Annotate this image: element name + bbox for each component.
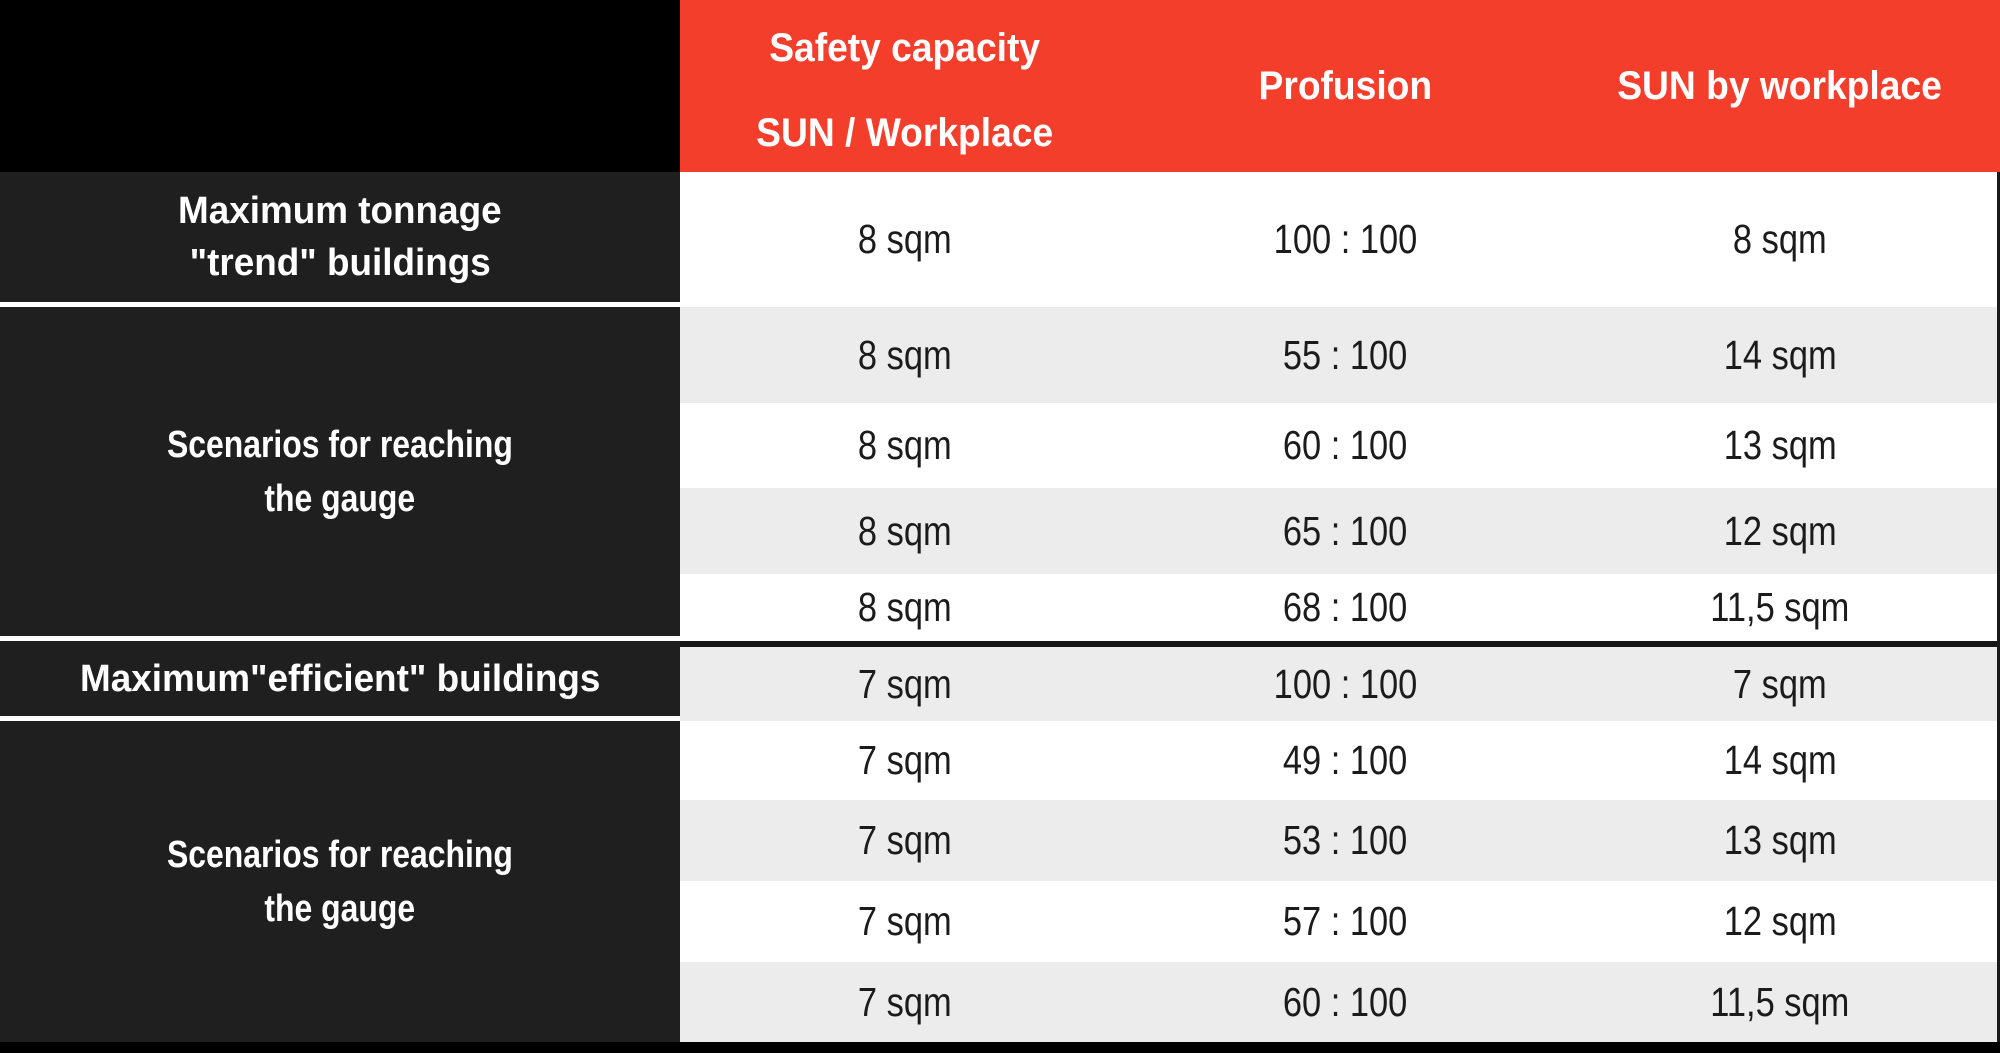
label-trend-scenarios-line2: the gauge bbox=[264, 477, 416, 520]
sun-by-workplace-value: 14 sqm bbox=[1723, 331, 1837, 378]
label-trend-max-line1: Maximum tonnage bbox=[178, 190, 502, 232]
row-group-label-trend-scenarios: Scenarios for reaching the gauge bbox=[0, 307, 680, 641]
profusion-value: 57 : 100 bbox=[1282, 898, 1408, 944]
sun-per-workplace-value: 7 sqm bbox=[858, 817, 952, 863]
sun-per-workplace-value: 7 sqm bbox=[858, 737, 952, 783]
table-header-row: Safety capacity SUN / Workplace Profusio… bbox=[680, 0, 2000, 172]
cell-sun-per-workplace: 7 sqm bbox=[680, 881, 1130, 962]
table-bottom-edge bbox=[0, 1042, 2000, 1053]
cell-sun-by-workplace: 11,5 sqm bbox=[1560, 962, 2000, 1042]
label-efficient-max-line1: Maximum"efficient" buildings bbox=[79, 657, 601, 700]
header-safety-capacity-line2: SUN / Workplace bbox=[756, 111, 1054, 155]
sun-by-workplace-value: 14 sqm bbox=[1723, 737, 1837, 783]
row-group-label-efficient-max: Maximum"efficient" buildings bbox=[0, 641, 680, 721]
cell-sun-by-workplace: 7 sqm bbox=[1560, 647, 2000, 721]
profusion-value: 100 : 100 bbox=[1273, 660, 1417, 707]
sun-per-workplace-value: 8 sqm bbox=[858, 507, 952, 554]
cell-sun-by-workplace: 11,5 sqm bbox=[1560, 574, 2000, 641]
table-row: 8 sqm 68 : 100 11,5 sqm bbox=[680, 574, 2000, 641]
cell-profusion: 60 : 100 bbox=[1130, 962, 1560, 1042]
profusion-value: 53 : 100 bbox=[1282, 817, 1408, 863]
cell-profusion: 100 : 100 bbox=[1130, 647, 1560, 721]
header-cell-profusion: Profusion bbox=[1130, 0, 1560, 172]
cell-sun-per-workplace: 8 sqm bbox=[680, 172, 1130, 307]
cell-sun-by-workplace: 14 sqm bbox=[1560, 721, 2000, 800]
row-group-label-efficient-scenarios: Scenarios for reaching the gauge bbox=[0, 721, 680, 1042]
sun-per-workplace-value: 8 sqm bbox=[858, 216, 952, 262]
cell-sun-per-workplace: 8 sqm bbox=[680, 307, 1130, 403]
sun-by-workplace-value: 13 sqm bbox=[1723, 817, 1837, 863]
cell-sun-by-workplace: 13 sqm bbox=[1560, 800, 2000, 881]
sun-by-workplace-value: 7 sqm bbox=[1733, 660, 1827, 707]
table-row: 7 sqm 100 : 100 7 sqm bbox=[680, 641, 2000, 721]
sun-by-workplace-value: 12 sqm bbox=[1723, 898, 1837, 944]
profusion-value: 49 : 100 bbox=[1282, 737, 1408, 783]
table-row: 7 sqm 60 : 100 11,5 sqm bbox=[680, 962, 2000, 1042]
cell-profusion: 53 : 100 bbox=[1130, 800, 1560, 881]
table-right-edge bbox=[1997, 172, 2000, 1042]
sun-by-workplace-value: 8 sqm bbox=[1733, 216, 1827, 262]
table-row: 7 sqm 49 : 100 14 sqm bbox=[680, 721, 2000, 800]
table-row: 7 sqm 57 : 100 12 sqm bbox=[680, 881, 2000, 962]
cell-sun-by-workplace: 12 sqm bbox=[1560, 881, 2000, 962]
header-corner-cell bbox=[0, 0, 680, 172]
header-profusion-label: Profusion bbox=[1258, 63, 1432, 108]
sun-per-workplace-value: 7 sqm bbox=[858, 660, 952, 707]
profusion-value: 55 : 100 bbox=[1282, 331, 1408, 378]
sun-by-workplace-value: 11,5 sqm bbox=[1710, 978, 1850, 1025]
row-group-label-trend-max: Maximum tonnage "trend" buildings bbox=[0, 172, 680, 307]
profusion-value: 60 : 100 bbox=[1282, 422, 1408, 468]
table-row: 8 sqm 100 : 100 8 sqm bbox=[680, 172, 2000, 307]
sun-per-workplace-value: 7 sqm bbox=[858, 898, 952, 944]
label-trend-scenarios-line1: Scenarios for reaching bbox=[167, 423, 513, 466]
sun-per-workplace-value: 8 sqm bbox=[858, 584, 952, 630]
label-efficient-scenarios-line1: Scenarios for reaching bbox=[167, 833, 513, 876]
cell-profusion: 100 : 100 bbox=[1130, 172, 1560, 307]
profusion-value: 60 : 100 bbox=[1282, 978, 1408, 1025]
cell-sun-by-workplace: 12 sqm bbox=[1560, 488, 2000, 574]
cell-sun-per-workplace: 7 sqm bbox=[680, 647, 1130, 721]
header-cell-safety-capacity: Safety capacity SUN / Workplace bbox=[680, 0, 1130, 172]
label-efficient-scenarios-line2: the gauge bbox=[264, 887, 416, 930]
cell-sun-by-workplace: 8 sqm bbox=[1560, 172, 2000, 307]
sun-per-workplace-value: 7 sqm bbox=[858, 978, 952, 1025]
cell-profusion: 68 : 100 bbox=[1130, 574, 1560, 641]
sun-by-workplace-value: 13 sqm bbox=[1723, 422, 1837, 468]
cell-sun-per-workplace: 8 sqm bbox=[680, 574, 1130, 641]
cell-profusion: 60 : 100 bbox=[1130, 403, 1560, 488]
cell-sun-per-workplace: 7 sqm bbox=[680, 721, 1130, 800]
header-cell-sun-by-workplace: SUN by workplace bbox=[1560, 0, 2000, 172]
cell-sun-per-workplace: 8 sqm bbox=[680, 488, 1130, 574]
cell-profusion: 65 : 100 bbox=[1130, 488, 1560, 574]
label-trend-max-line2: "trend" buildings bbox=[189, 242, 491, 284]
sun-by-workplace-value: 11,5 sqm bbox=[1710, 584, 1850, 630]
cell-sun-per-workplace: 7 sqm bbox=[680, 962, 1130, 1042]
cell-sun-by-workplace: 14 sqm bbox=[1560, 307, 2000, 403]
sun-per-workplace-value: 8 sqm bbox=[858, 331, 952, 378]
table-row: 8 sqm 65 : 100 12 sqm bbox=[680, 488, 2000, 574]
cell-sun-per-workplace: 8 sqm bbox=[680, 403, 1130, 488]
header-safety-capacity-line1: Safety capacity bbox=[769, 26, 1041, 70]
cell-sun-by-workplace: 13 sqm bbox=[1560, 403, 2000, 488]
sun-by-workplace-value: 12 sqm bbox=[1723, 507, 1837, 554]
table-row: 8 sqm 60 : 100 13 sqm bbox=[680, 403, 2000, 488]
table-row: 7 sqm 53 : 100 13 sqm bbox=[680, 800, 2000, 881]
cell-profusion: 57 : 100 bbox=[1130, 881, 1560, 962]
cell-profusion: 49 : 100 bbox=[1130, 721, 1560, 800]
profusion-value: 68 : 100 bbox=[1282, 584, 1408, 630]
cell-profusion: 55 : 100 bbox=[1130, 307, 1560, 403]
cell-sun-per-workplace: 7 sqm bbox=[680, 800, 1130, 881]
sun-per-workplace-value: 8 sqm bbox=[858, 422, 952, 468]
profusion-value: 65 : 100 bbox=[1282, 507, 1408, 554]
table-row: 8 sqm 55 : 100 14 sqm bbox=[680, 307, 2000, 403]
header-sun-by-workplace-label: SUN by workplace bbox=[1617, 63, 1943, 108]
profusion-value: 100 : 100 bbox=[1273, 216, 1417, 262]
